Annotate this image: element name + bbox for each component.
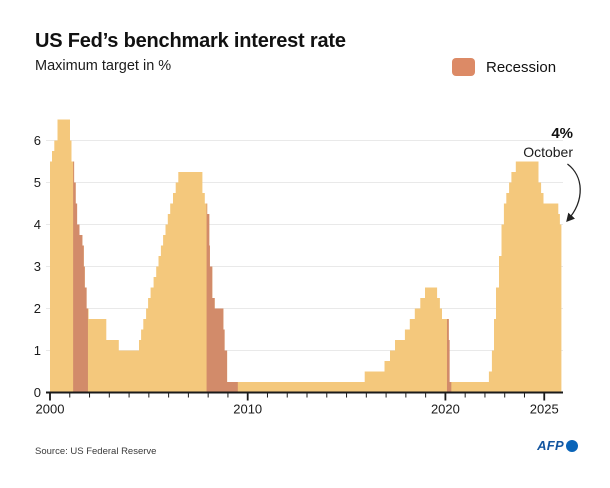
x-tick-label: 2000	[36, 402, 65, 417]
annotation-arrow	[566, 163, 581, 222]
annotation-value: 4%	[551, 125, 573, 142]
y-tick-label: 1	[34, 343, 41, 358]
afp-logo: AFP	[537, 438, 578, 453]
x-tick-label: 2025	[530, 402, 559, 417]
source-note: Source: US Federal Reserve	[35, 446, 157, 457]
y-axis-labels: 0 1 2 3 4 5 6	[34, 133, 41, 400]
gridlines	[46, 140, 563, 351]
y-tick-label: 4	[34, 217, 41, 232]
x-tick-label: 2020	[431, 402, 460, 417]
recession-band	[446, 319, 452, 393]
legend: Recession	[452, 58, 556, 76]
y-tick-label: 6	[34, 133, 41, 148]
recession-swatch	[452, 58, 475, 76]
recession-band	[73, 161, 88, 393]
chart-subtitle: Maximum target in %	[35, 58, 172, 74]
y-tick-label: 2	[34, 301, 41, 316]
legend-label: Recession	[486, 58, 557, 76]
annotation-month: October	[523, 143, 573, 160]
recession-band	[206, 203, 238, 393]
y-tick-label: 3	[34, 259, 41, 274]
chart-title: US Fed’s benchmark interest rate	[35, 30, 346, 52]
x-tick-label: 2010	[233, 402, 262, 417]
y-tick-label: 5	[34, 175, 41, 190]
x-axis: 2000 2010 2020 2025	[36, 391, 563, 417]
rate-area	[50, 119, 562, 393]
y-tick-label: 0	[34, 385, 41, 400]
afp-logo-text: AFP	[537, 438, 564, 453]
afp-logo-dot	[566, 439, 578, 452]
last-value-annotation: 4% October	[523, 125, 573, 161]
